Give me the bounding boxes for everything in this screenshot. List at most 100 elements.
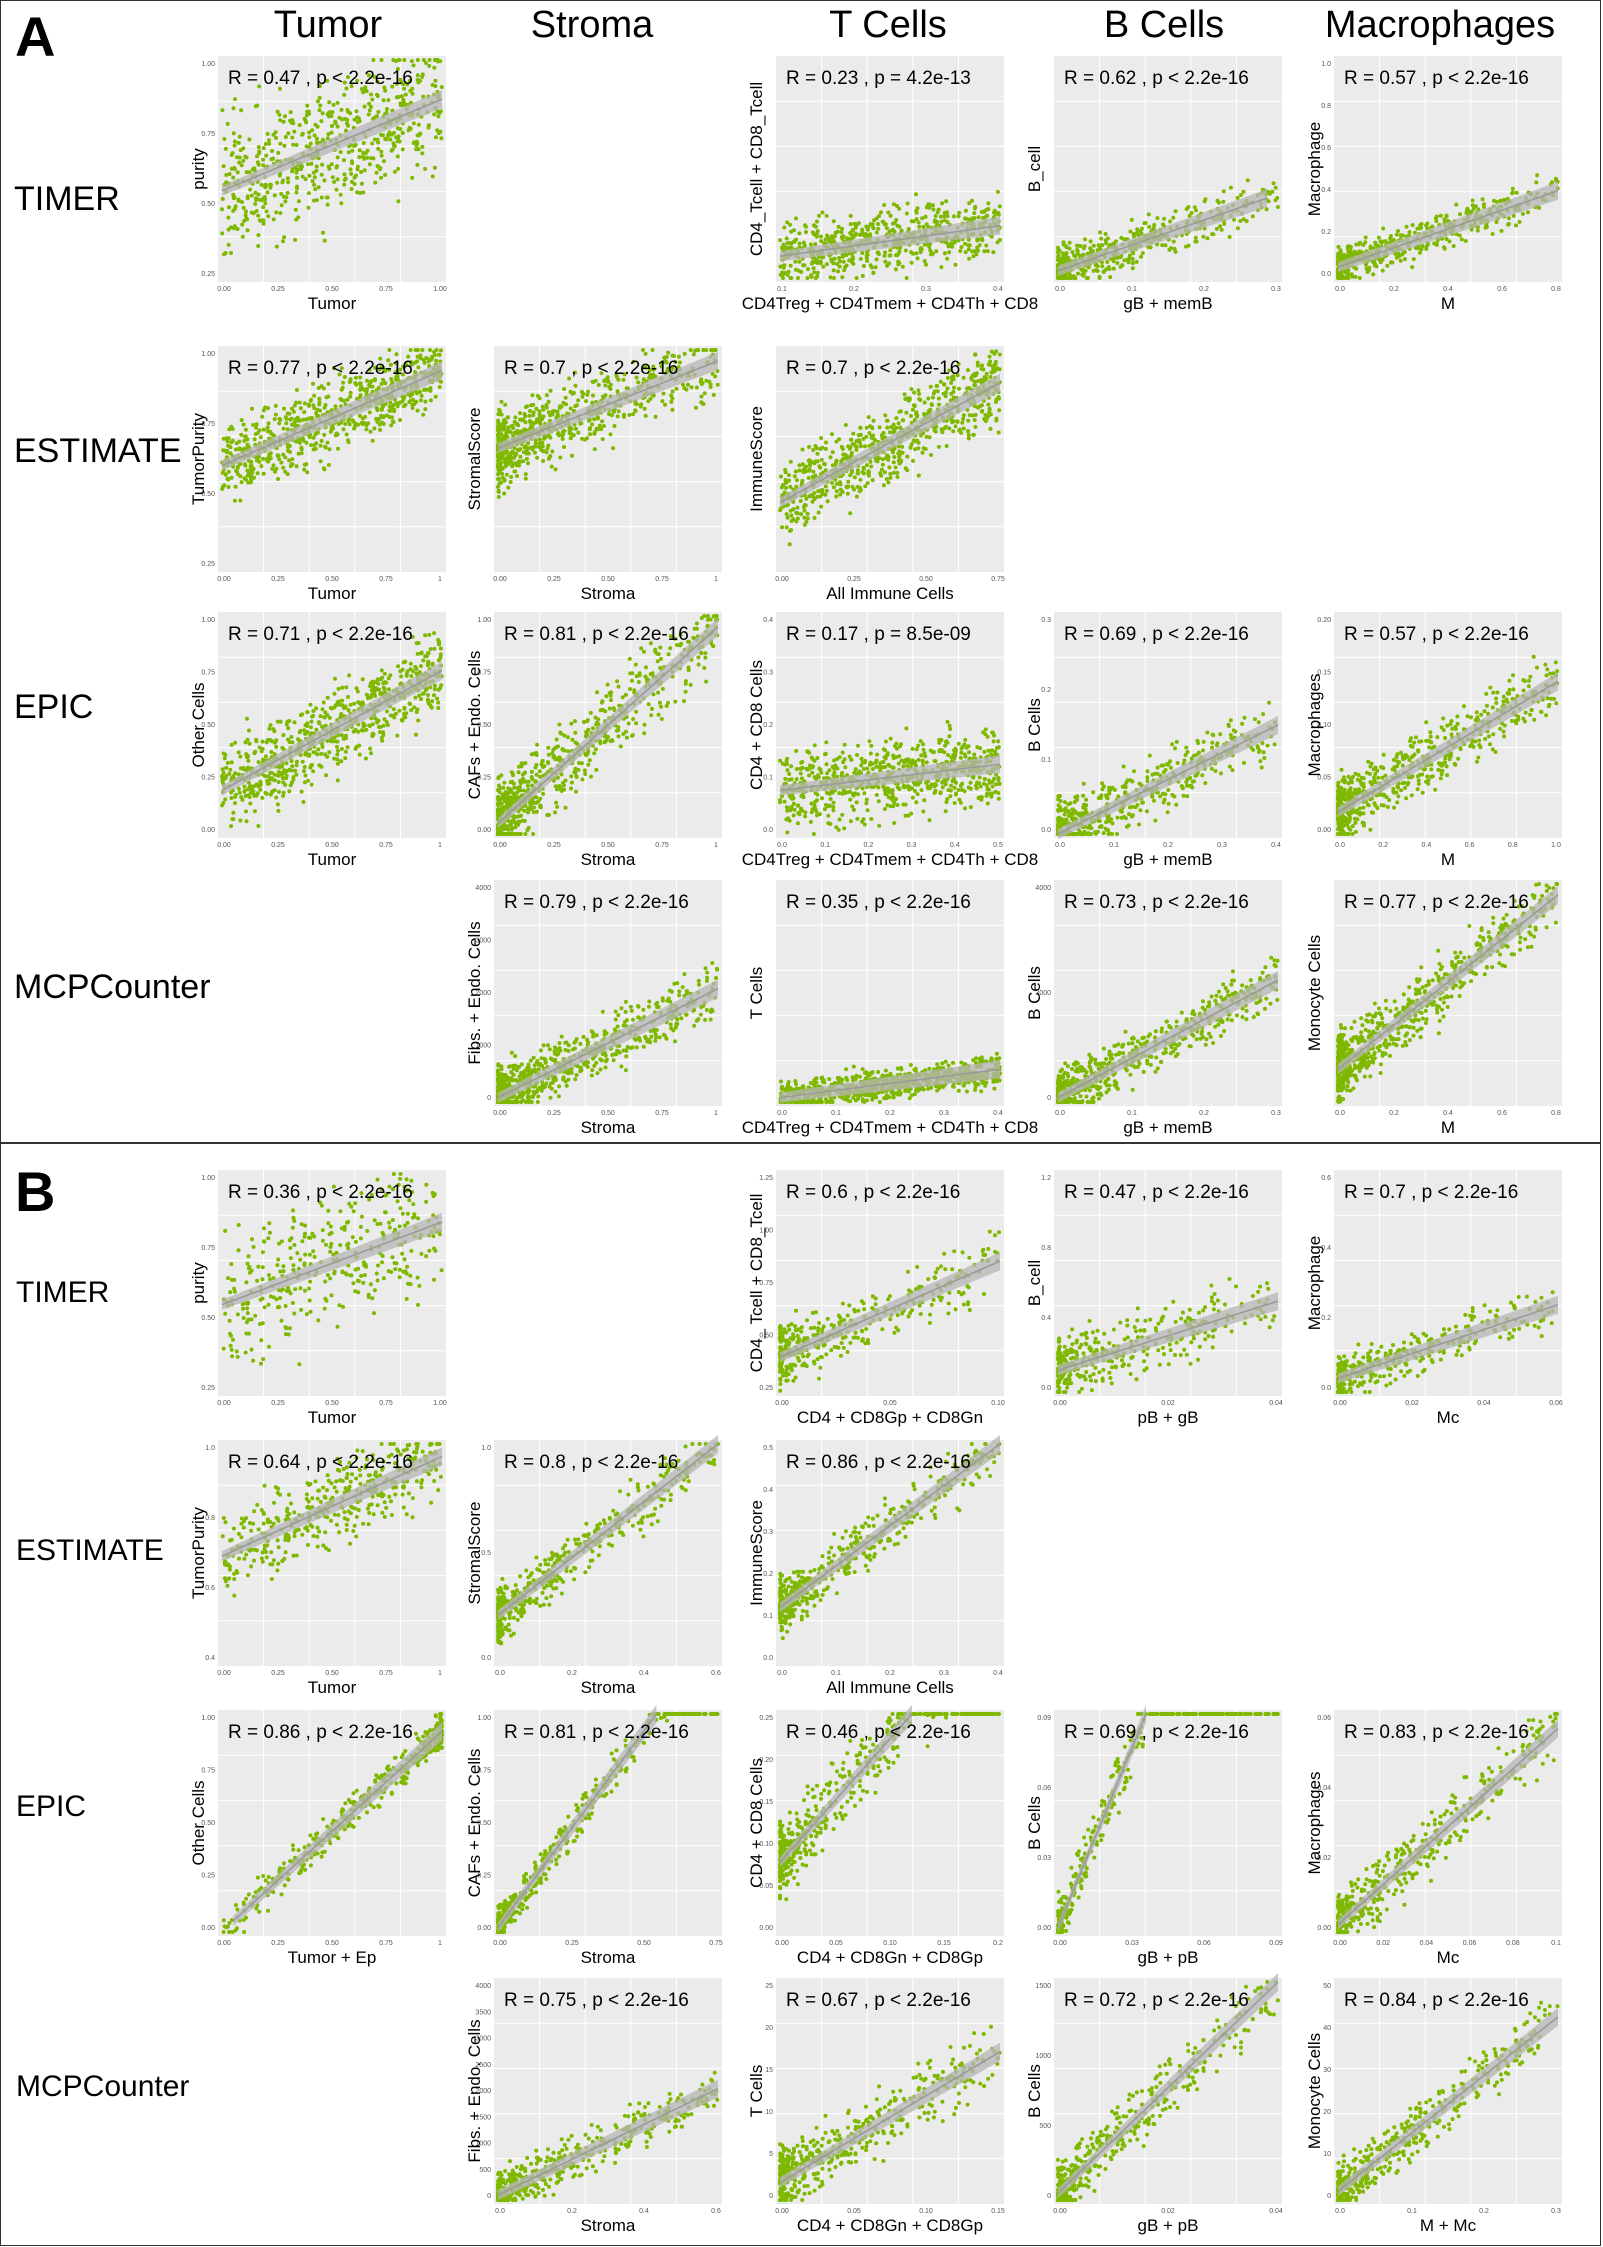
data-point (964, 216, 969, 221)
data-point (942, 251, 947, 256)
data-point (283, 199, 288, 204)
data-point (560, 433, 565, 438)
data-point (426, 693, 430, 698)
data-point (323, 752, 328, 757)
data-point (959, 430, 964, 435)
data-point (374, 170, 379, 175)
data-point (433, 78, 438, 83)
data-point (917, 392, 922, 396)
data-point (265, 425, 270, 430)
data-point (832, 256, 837, 261)
data-point (418, 78, 423, 83)
data-point (830, 480, 834, 485)
data-point (945, 214, 950, 219)
data-point (854, 222, 859, 227)
data-point (239, 432, 244, 437)
data-point (356, 116, 361, 121)
data-point (830, 450, 835, 455)
data-point (276, 150, 281, 155)
data-point (416, 122, 421, 127)
data-point (395, 126, 400, 131)
data-point (609, 413, 614, 418)
data-point (516, 423, 521, 428)
data-point (784, 525, 789, 530)
data-point (1219, 227, 1224, 232)
data-point (336, 748, 340, 753)
data-point (297, 123, 302, 128)
data-point (1066, 256, 1071, 261)
data-point (911, 458, 915, 463)
data-point (788, 241, 793, 245)
data-point (420, 72, 425, 77)
x-tick-label: 0.0 (1055, 286, 1065, 293)
data-point (824, 262, 829, 267)
data-point (830, 432, 834, 437)
row-label-b-timer: TIMER (16, 1276, 110, 1309)
data-point (592, 417, 597, 422)
data-point (503, 402, 508, 407)
data-point (382, 717, 387, 722)
data-point (631, 412, 636, 417)
data-point (530, 393, 535, 398)
data-point (984, 376, 989, 381)
data-point (995, 240, 1000, 245)
data-point (357, 148, 362, 153)
data-point (820, 445, 825, 450)
data-point (437, 385, 442, 389)
x-tick-label: 0.8 (1551, 286, 1561, 293)
data-point (335, 744, 339, 749)
data-point (895, 475, 900, 479)
data-point (300, 131, 305, 136)
y-axis-label: ImmuneScore (747, 406, 766, 512)
data-point (243, 463, 248, 468)
data-point (282, 143, 287, 148)
data-point (922, 412, 926, 416)
data-point (1221, 199, 1226, 204)
data-point (245, 196, 250, 201)
data-point (366, 421, 371, 426)
data-point (961, 413, 966, 418)
data-point (601, 424, 606, 428)
data-point (410, 91, 415, 96)
data-point (857, 485, 862, 490)
data-point (292, 403, 297, 408)
data-point (934, 249, 939, 254)
data-point (1394, 232, 1399, 237)
row-label-a-mcpcounter: MCPCounter (14, 968, 211, 1006)
data-point (268, 182, 273, 187)
data-point (415, 58, 420, 62)
data-point (1061, 240, 1066, 245)
data-point (236, 140, 241, 145)
data-point (931, 391, 936, 396)
data-point (369, 751, 373, 756)
data-point (780, 245, 785, 250)
data-point (562, 445, 566, 449)
data-point (294, 388, 299, 392)
data-point (886, 454, 891, 459)
data-point (1275, 205, 1280, 209)
data-point (318, 408, 322, 413)
data-point (274, 466, 279, 471)
data-point (783, 270, 788, 275)
data-point (327, 750, 332, 755)
data-point (801, 240, 806, 245)
data-point (814, 219, 819, 224)
data-point (845, 236, 849, 241)
data-point (834, 489, 839, 494)
data-point (376, 109, 381, 114)
data-point (636, 380, 641, 385)
data-point (608, 432, 613, 437)
data-point (319, 119, 324, 124)
data-point (295, 186, 299, 191)
data-point (1535, 173, 1540, 178)
data-point (802, 515, 807, 520)
data-point (420, 348, 425, 352)
data-point (515, 474, 519, 478)
data-point (1135, 231, 1140, 236)
data-point (815, 494, 820, 499)
data-point (275, 180, 280, 185)
data-point (1095, 269, 1100, 273)
data-point (952, 385, 956, 390)
data-point (1337, 273, 1342, 278)
data-point (330, 175, 335, 180)
